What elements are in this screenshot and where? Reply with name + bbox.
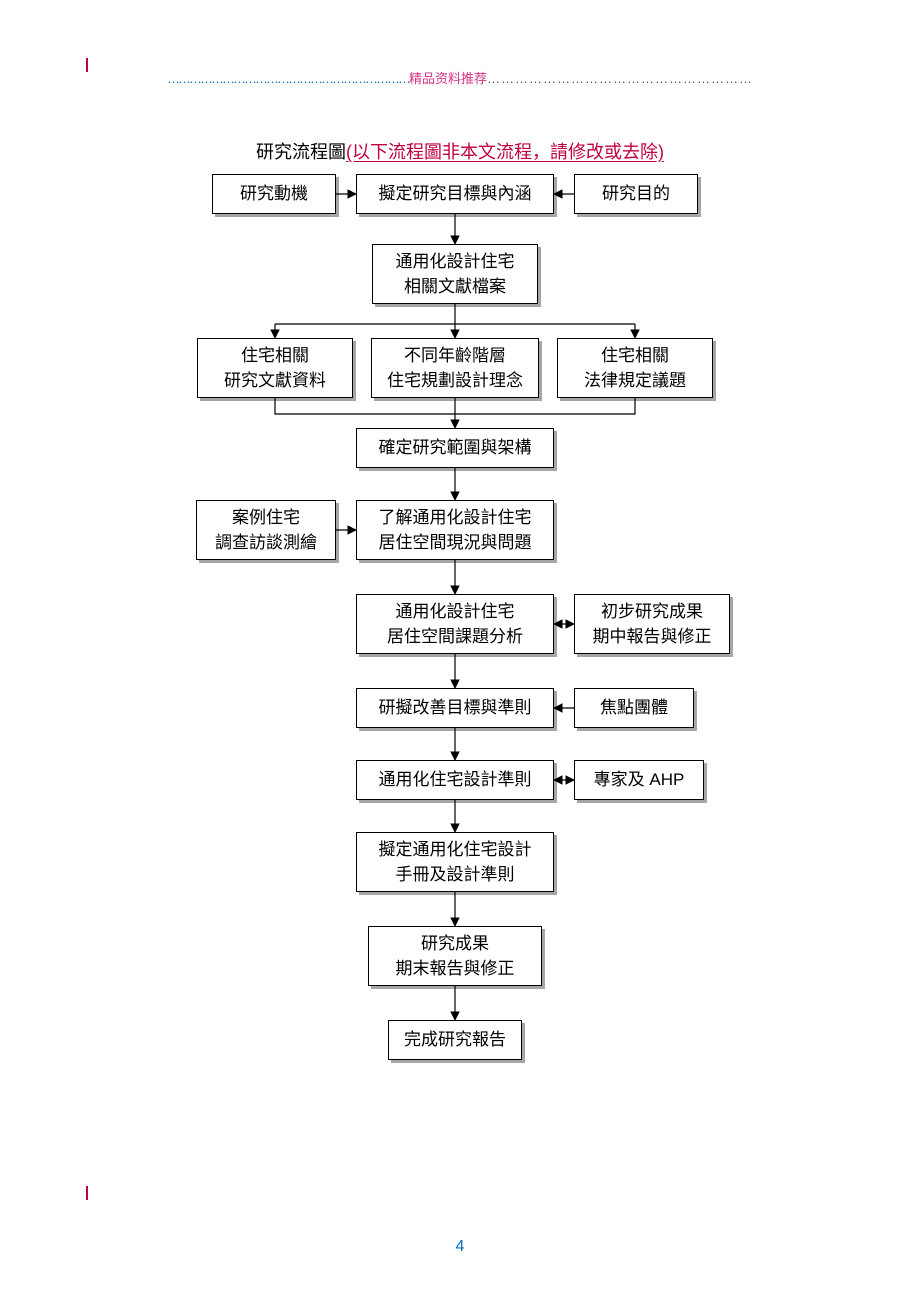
page: …………………………………………………………精品资料推荐…………………………………	[0, 0, 920, 1302]
flow-node-line: 通用化住宅設計準則	[379, 767, 532, 793]
flow-node: 研擬改善目標與準則	[356, 688, 554, 728]
flow-node: 專家及 AHP	[574, 760, 704, 800]
flow-node-line: 法律規定議題	[584, 368, 686, 394]
header-middle: 精品资料推荐	[409, 71, 487, 86]
flow-node: 不同年齡階層住宅規劃設計理念	[371, 338, 539, 398]
flow-node-line: 完成研究報告	[404, 1027, 506, 1053]
header: …………………………………………………………精品资料推荐…………………………………	[130, 68, 790, 87]
flow-node-line: 研究成果	[421, 931, 489, 957]
flow-node-line: 調查訪談測繪	[215, 530, 317, 556]
flow-node: 研究目的	[574, 174, 698, 214]
flow-node: 擬定研究目標與內涵	[356, 174, 554, 214]
header-dots-left: …………………………………………………………	[167, 71, 409, 86]
flow-node-line: 相關文獻檔案	[404, 274, 506, 300]
caption-red: (以下流程圖非本文流程，請修改或去除)	[346, 142, 664, 162]
flow-node: 通用化設計住宅居住空間課題分析	[356, 594, 554, 654]
flow-node: 案例住宅調查訪談測繪	[196, 500, 336, 560]
margin-mark-bottom	[86, 1186, 88, 1200]
flow-node-line: 期末報告與修正	[396, 956, 515, 982]
flow-node-line: 研究目的	[602, 181, 670, 207]
flow-node-line: 研究文獻資料	[224, 368, 326, 394]
flow-node-line: 通用化設計住宅	[396, 249, 515, 275]
flow-node-line: 住宅相關	[601, 343, 669, 369]
flow-node: 了解通用化設計住宅居住空間現況與問題	[356, 500, 554, 560]
flow-node: 擬定通用化住宅設計手冊及設計準則	[356, 832, 554, 892]
flow-node: 初步研究成果期中報告與修正	[574, 594, 730, 654]
flow-node-line: 期中報告與修正	[593, 624, 712, 650]
header-dots-right: …………………………………………………	[487, 71, 753, 86]
flow-node-line: 擬定通用化住宅設計	[379, 837, 532, 863]
margin-mark-top	[86, 58, 88, 72]
flow-node: 住宅相關法律規定議題	[557, 338, 713, 398]
flow-node-line: 了解通用化設計住宅	[379, 505, 532, 531]
flow-node-line: 案例住宅	[232, 505, 300, 531]
flow-node: 研究成果期末報告與修正	[368, 926, 542, 986]
flow-node: 確定研究範圍與架構	[356, 428, 554, 468]
flow-node: 完成研究報告	[388, 1020, 522, 1060]
flow-node-line: 居住空間課題分析	[387, 624, 523, 650]
flow-node-line: 住宅規劃設計理念	[387, 368, 523, 394]
flow-node-line: 焦點團體	[600, 695, 668, 721]
flow-node-line: 擬定研究目標與內涵	[379, 181, 532, 207]
flow-node-line: 不同年齡階層	[404, 343, 506, 369]
caption-black: 研究流程圖	[256, 142, 346, 162]
flow-node-line: 專家及 AHP	[594, 767, 685, 793]
flow-node-line: 手冊及設計準則	[396, 862, 515, 888]
flow-node-line: 住宅相關	[241, 343, 309, 369]
flow-node: 通用化住宅設計準則	[356, 760, 554, 800]
flow-node-line: 通用化設計住宅	[396, 599, 515, 625]
caption: 研究流程圖(以下流程圖非本文流程，請修改或去除)	[0, 138, 920, 164]
flow-node-line: 研究動機	[240, 181, 308, 207]
flow-node: 焦點團體	[574, 688, 694, 728]
flow-node-line: 確定研究範圍與架構	[379, 435, 532, 461]
flow-node: 通用化設計住宅相關文獻檔案	[372, 244, 538, 304]
page-number: 4	[0, 1238, 920, 1256]
flow-node: 住宅相關研究文獻資料	[197, 338, 353, 398]
flow-node-line: 初步研究成果	[601, 599, 703, 625]
flow-node-line: 居住空間現況與問題	[379, 530, 532, 556]
flow-node-line: 研擬改善目標與準則	[379, 695, 532, 721]
flow-node: 研究動機	[212, 174, 336, 214]
